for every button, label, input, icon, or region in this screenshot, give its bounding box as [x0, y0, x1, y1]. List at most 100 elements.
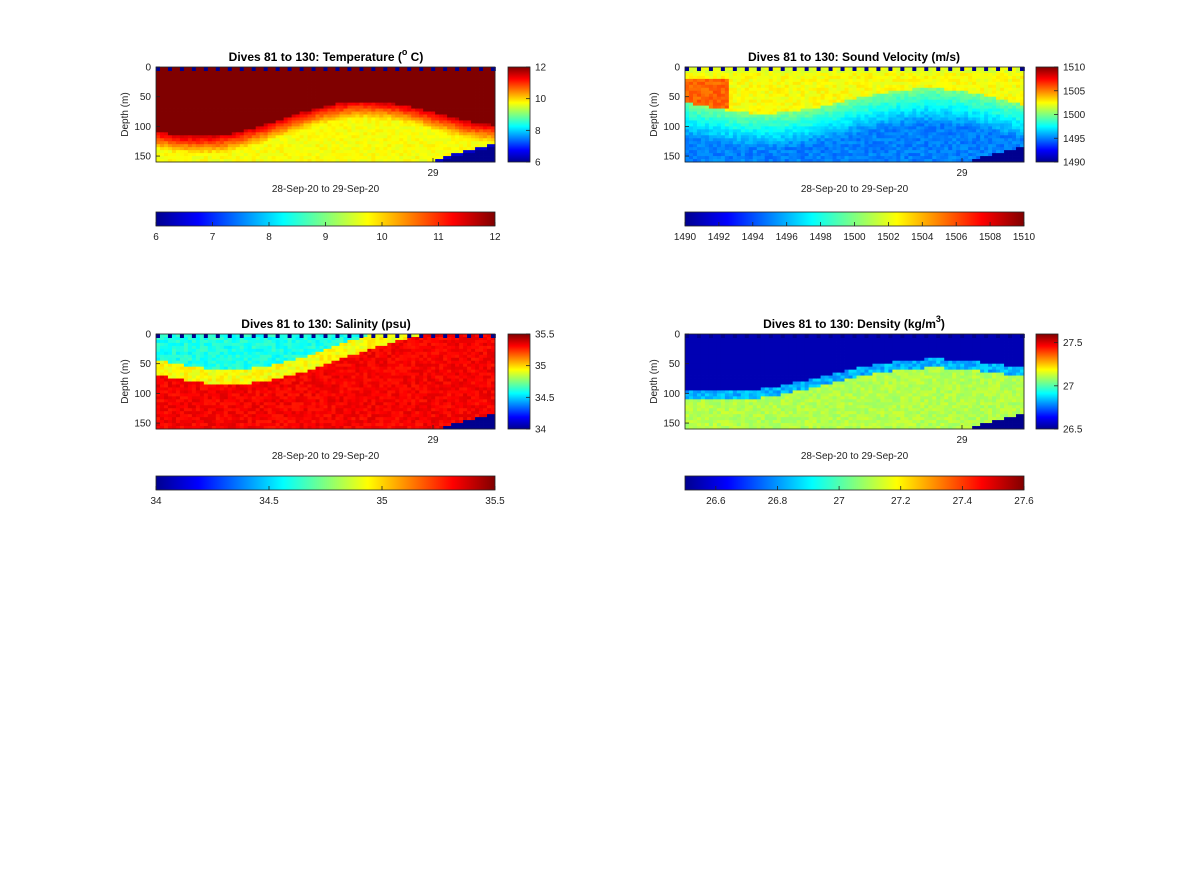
heatmap-cell: [195, 144, 201, 148]
heatmap-cell: [788, 87, 794, 92]
heatmap-cell: [692, 114, 698, 118]
heatmap-cell: [936, 126, 941, 130]
heatmap-cell: [948, 138, 953, 142]
heatmap-cell: [403, 138, 408, 142]
heatmap-cell: [279, 67, 285, 71]
heatmap-cell: [776, 132, 782, 136]
heatmap-cell: [856, 117, 861, 121]
heatmap-cell: [712, 144, 718, 148]
heatmap-cell: [924, 123, 929, 127]
heatmap-cell: [685, 84, 690, 89]
heatmap-cell: [331, 75, 336, 80]
heatmap-cell: [251, 75, 257, 80]
heatmap-cell: [744, 135, 750, 139]
heatmap-cell: [700, 93, 706, 98]
heatmap-cell: [255, 99, 261, 104]
heatmap-cell: [940, 72, 945, 77]
heatmap-cell: [283, 90, 289, 95]
heatmap-cell: [263, 96, 269, 101]
heatmap-cell: [435, 102, 440, 106]
heatmap-cell: [487, 138, 492, 142]
heatmap-cell: [207, 141, 213, 145]
heatmap-cell: [487, 99, 492, 104]
heatmap-cell: [319, 126, 324, 130]
heatmap-cell: [175, 150, 181, 154]
heatmap-cell: [167, 111, 173, 115]
heatmap-cell: [443, 150, 448, 154]
heatmap-cell: [375, 69, 380, 74]
heatmap-cell: [896, 87, 901, 92]
heatmap-cell: [375, 99, 380, 104]
heatmap-cell: [752, 138, 758, 142]
heatmap-cell: [183, 114, 189, 118]
heatmap-cell: [351, 144, 356, 148]
heatmap-cell: [251, 108, 257, 112]
heatmap-cell: [892, 129, 897, 133]
heatmap-cell: [351, 156, 356, 160]
heatmap-cell: [471, 93, 476, 98]
heatmap-cell: [884, 96, 889, 101]
heatmap-cell: [908, 153, 913, 157]
heatmap-cell: [455, 150, 460, 154]
heatmap-cell: [808, 147, 814, 151]
heatmap-cell: [363, 153, 368, 157]
heatmap-cell: [471, 114, 476, 118]
heatmap-cell: [235, 84, 241, 89]
heatmap-cell: [483, 144, 488, 148]
heatmap-cell: [291, 67, 296, 71]
heatmap-cell: [156, 147, 161, 151]
heatmap-cell: [944, 102, 949, 106]
heatmap-cell: [748, 90, 754, 95]
heatmap-cell: [379, 132, 384, 136]
heatmap-cell: [836, 117, 841, 121]
heatmap-cell: [379, 153, 384, 157]
heatmap-cell: [908, 105, 913, 109]
heatmap-cell: [439, 67, 444, 71]
heatmap-cell: [491, 99, 496, 104]
heatmap-cell: [848, 135, 853, 139]
heatmap-cell: [892, 135, 897, 139]
heatmap-cell: [744, 153, 750, 157]
heatmap-cell: [439, 138, 444, 142]
heatmap-cell: [820, 150, 825, 154]
heatmap-cell: [423, 135, 428, 139]
heatmap-cell: [195, 72, 201, 77]
heatmap-cell: [840, 123, 845, 127]
heatmap-cell: [852, 126, 857, 130]
heatmap-cell: [307, 123, 312, 127]
heatmap-cell: [307, 99, 312, 104]
heatmap-cell: [812, 117, 818, 121]
heatmap-cell: [179, 159, 185, 163]
heatmap-cell: [231, 159, 237, 163]
heatmap-cell: [355, 144, 360, 148]
heatmap-cell: [872, 126, 877, 130]
heatmap-cell: [219, 105, 225, 109]
heatmap-cell: [307, 144, 312, 148]
heatmap-cell: [459, 126, 464, 130]
heatmap-cell: [860, 108, 865, 112]
heatmap-cell: [788, 111, 794, 115]
heatmap-cell: [487, 150, 492, 154]
heatmap-cell: [411, 108, 416, 112]
heatmap-cell: [924, 93, 929, 98]
heatmap-cell: [720, 84, 726, 89]
heatmap-cell: [395, 87, 400, 92]
heatmap-cell: [808, 75, 814, 80]
heatmap-cell: [760, 102, 766, 106]
heatmap-cell: [884, 111, 889, 115]
heatmap-cell: [852, 117, 857, 121]
heatmap-cell: [752, 87, 758, 92]
heatmap-cell: [860, 120, 865, 124]
heatmap-cell: [736, 147, 742, 151]
heatmap-cell: [780, 126, 786, 130]
heatmap-cell: [685, 108, 690, 112]
heatmap-cell: [748, 108, 754, 112]
heatmap-cell: [211, 87, 217, 92]
heatmap-cell: [868, 156, 873, 160]
heatmap-cell: [912, 156, 917, 160]
heatmap-cell: [255, 111, 261, 115]
heatmap-cell: [912, 78, 917, 83]
heatmap-cell: [840, 114, 845, 118]
heatmap-cell: [744, 138, 750, 142]
heatmap-cell: [339, 123, 344, 127]
